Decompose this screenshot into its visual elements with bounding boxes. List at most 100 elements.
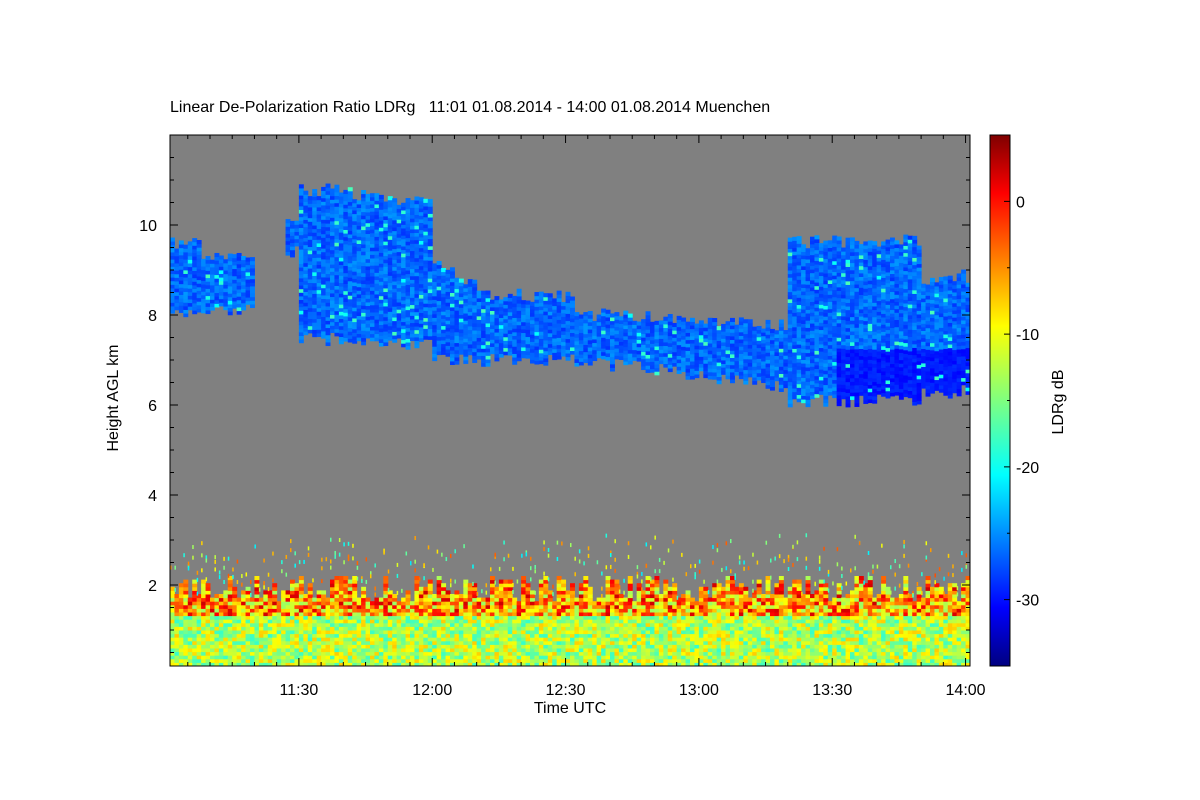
heatmap-cell [343, 215, 349, 220]
heatmap-cell [458, 314, 464, 319]
heatmap-cell [432, 633, 438, 638]
heatmap-cell [401, 328, 407, 333]
heatmap-cell [481, 630, 487, 635]
heatmap-cell [245, 297, 251, 302]
heatmap-cell [450, 346, 455, 351]
heatmap-cell [605, 615, 611, 620]
heatmap-cell [538, 579, 544, 584]
heatmap-cell [223, 615, 229, 620]
heatmap-cell [601, 333, 607, 338]
heatmap-cell [441, 644, 447, 649]
heatmap-cell [543, 303, 549, 309]
heatmap-cell [250, 648, 255, 653]
heatmap-cell [596, 354, 602, 359]
heatmap-cell [316, 271, 322, 276]
heatmap-cell [201, 597, 207, 602]
heatmap-cell [374, 239, 380, 245]
heatmap-cell [570, 601, 575, 606]
heatmap-cell [476, 290, 482, 295]
heatmap-cell [534, 622, 540, 627]
heatmap-cell [454, 335, 460, 340]
heatmap-cell [383, 280, 389, 285]
heatmap-cell [414, 322, 420, 327]
heatmap-cell [556, 330, 562, 335]
heatmap-cell [423, 637, 429, 642]
heatmap-cell [481, 312, 487, 317]
heatmap-cell [321, 287, 327, 292]
heatmap-cell [636, 604, 642, 609]
heatmap-cell [587, 343, 593, 348]
heatmap-cell [561, 309, 567, 314]
heatmap-cell [450, 640, 455, 645]
heatmap-cell [227, 662, 233, 666]
heatmap-cell [467, 300, 473, 305]
heatmap-cell [387, 232, 393, 237]
heatmap-cell [245, 622, 251, 627]
heatmap-cell [427, 296, 433, 301]
heatmap-cell [343, 233, 349, 238]
heatmap-cell [418, 215, 424, 220]
heatmap-cell [423, 213, 429, 218]
heatmap-cell [414, 290, 420, 295]
heatmap-cell [498, 306, 504, 311]
heatmap-cell [645, 619, 651, 624]
heatmap-cell [205, 590, 211, 595]
heatmap-cell [183, 662, 189, 666]
heatmap-cell [405, 230, 411, 235]
heatmap-cell [458, 655, 464, 660]
heatmap-cell [650, 336, 655, 341]
heatmap-cell [458, 318, 464, 323]
heatmap-cell [170, 251, 175, 257]
heatmap-cell [227, 278, 233, 283]
heatmap-cell [330, 256, 335, 262]
heatmap-cell [556, 622, 562, 627]
heatmap-cell [201, 630, 207, 635]
heatmap-cell [334, 256, 340, 261]
heatmap-cell [241, 273, 247, 279]
heatmap-cell [578, 361, 584, 366]
heatmap-cell [521, 648, 527, 653]
heatmap-cell [614, 586, 620, 591]
heatmap-cell [463, 349, 469, 354]
heatmap-cell [503, 329, 509, 334]
heatmap-cell [170, 287, 175, 293]
heatmap-cell [547, 651, 553, 656]
heatmap-cell [205, 288, 211, 293]
heatmap-cell [338, 538, 341, 543]
heatmap-cell [383, 269, 389, 275]
heatmap-cell [552, 592, 554, 597]
heatmap-cell [178, 287, 184, 292]
heatmap-cell [498, 658, 504, 663]
heatmap-cell [307, 206, 313, 212]
heatmap-cell [418, 265, 424, 270]
heatmap-cell [201, 601, 207, 606]
heatmap-cell [241, 255, 247, 261]
heatmap-cell [347, 302, 353, 307]
heatmap-cell [570, 640, 575, 645]
heatmap-cell [458, 662, 464, 666]
heatmap-cell [387, 604, 393, 609]
heatmap-cell [201, 266, 207, 271]
heatmap-cell [312, 655, 318, 660]
heatmap-cell [610, 327, 615, 332]
heatmap-cell [316, 651, 322, 656]
heatmap-cell [587, 608, 593, 613]
heatmap-cell [641, 347, 647, 353]
heatmap-cell [516, 658, 522, 663]
heatmap-cell [325, 320, 331, 325]
heatmap-cell [303, 320, 309, 325]
heatmap-cell [383, 320, 389, 325]
heatmap-cell [601, 330, 607, 335]
heatmap-cell [330, 246, 335, 251]
heatmap-cell [472, 583, 478, 588]
heatmap-cell [223, 284, 229, 289]
heatmap-cell [507, 351, 513, 356]
heatmap-cell [547, 640, 553, 645]
heatmap-cell [352, 231, 358, 236]
heatmap-cell [627, 626, 633, 631]
heatmap-cell [587, 662, 593, 666]
heatmap-cell [627, 335, 633, 340]
heatmap-cell [316, 282, 322, 287]
heatmap-cell [227, 296, 233, 301]
heatmap-cell [214, 267, 220, 272]
